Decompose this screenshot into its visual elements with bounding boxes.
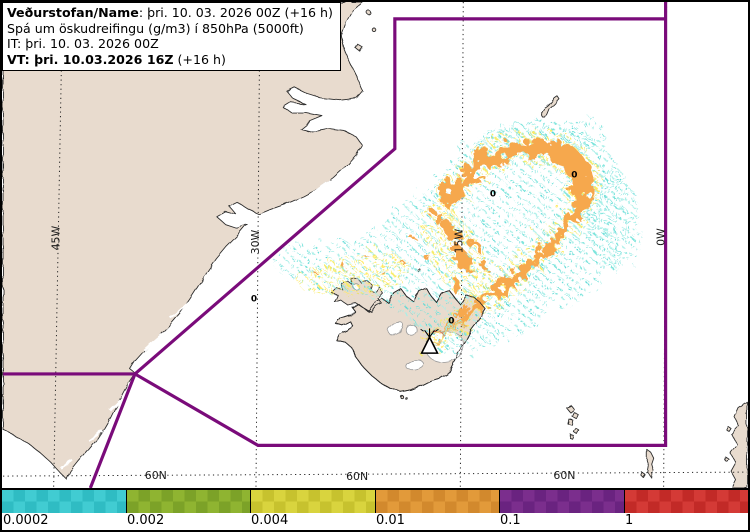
colorbar-segment-0.0002 [2, 490, 127, 513]
ash-plume [268, 115, 637, 358]
graticule-labels: 45W 30W 15W 0W 60N 60N 60N [50, 226, 668, 484]
contour-label-0-c: 0 [490, 189, 496, 199]
colorbar-label-0.0002: 0.0002 [3, 513, 49, 528]
colorbar-segment-1 [624, 490, 748, 513]
coastline-overlay [334, 287, 486, 393]
colorbar-segment-0.004 [251, 490, 376, 513]
header-line-issuer: Veðurstofan/Name: þri. 10. 03. 2026 00Z … [7, 5, 333, 20]
meridian-label-0w: 0W [655, 228, 668, 246]
header-line-product: Spá um öskudreifingu (g/m3) í 850hPa (50… [7, 20, 304, 36]
volcano-icon [420, 328, 439, 354]
forecast-map: 45W 30W 15W 0W 60N 60N 60N 0 0 0 0 [2, 2, 748, 488]
contour-label-0-d: 0 [571, 171, 577, 181]
colorbar-segment-0.01 [375, 490, 500, 513]
parallel-label-60n-3: 60N [553, 469, 575, 482]
parallel-60n [3, 471, 747, 477]
colorbar-labels: 0.0002 0.002 0.004 0.01 0.1 1 [2, 513, 748, 530]
colorbar-segment-0.002 [126, 490, 251, 513]
concentration-colorbar [2, 488, 748, 514]
shetland-islands [640, 448, 655, 478]
colorbar-label-1: 1 [625, 513, 634, 528]
colorbar-label-0.004: 0.004 [251, 513, 289, 528]
scotland-coast [723, 401, 748, 488]
ash-high-specks [427, 326, 438, 333]
header-line-it: IT: þri. 10. 03. 2026 00Z [7, 36, 159, 52]
parallel-label-60n-2: 60N [346, 470, 368, 483]
colorbar-label-0.01: 0.01 [376, 513, 405, 528]
faroe-islands [565, 405, 579, 439]
greenland-landmass [2, 2, 364, 480]
contour-label-0-a: 0 [251, 295, 257, 305]
contour-label-0-b: 0 [448, 316, 454, 326]
meridian-label-30w: 30W [249, 229, 262, 254]
colorbar-label-0.002: 0.002 [127, 513, 165, 528]
parallel-label-60n-1: 60N [145, 469, 167, 482]
ash-main-plume [309, 134, 587, 340]
meridian-label-45w: 45W [50, 226, 63, 251]
contour-labels: 0 0 0 0 [251, 171, 578, 327]
vestmannaeyjar-island [399, 394, 404, 399]
colorbar-label-0.1: 0.1 [500, 513, 521, 528]
header-line-vt: VT: þri. 10.03.2026 16Z (+16 h) [7, 51, 226, 67]
meridian-label-15w: 15W [452, 228, 465, 253]
colorbar-segment-0.1 [500, 490, 625, 513]
jan-mayen-island [541, 95, 560, 119]
graticule [3, 2, 747, 488]
fir-boundary [3, 2, 668, 488]
forecast-header-box: Veðurstofan/Name: þri. 10. 03. 2026 00Z … [2, 2, 341, 72]
